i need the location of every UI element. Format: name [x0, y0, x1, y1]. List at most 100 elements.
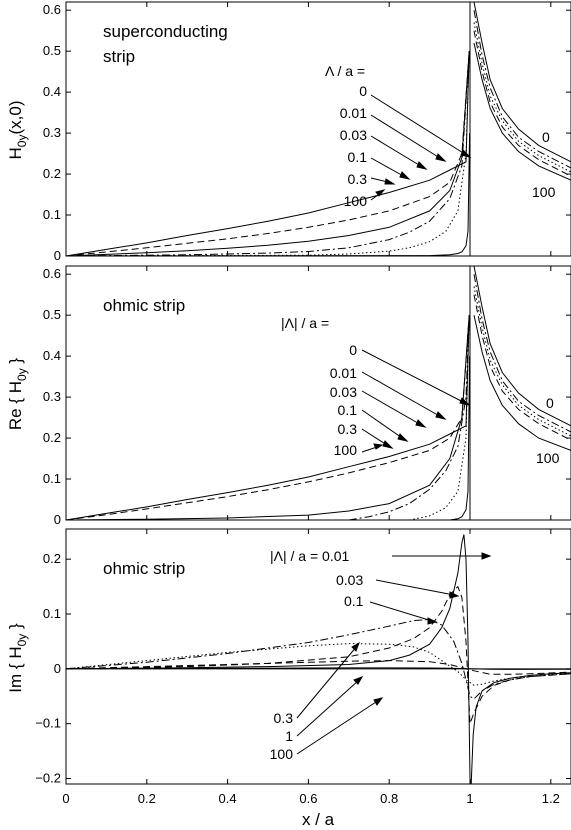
y-tick-label: −0.1: [35, 716, 61, 731]
y-tick-label: 0.1: [43, 207, 61, 222]
y-tick-label: 0.3: [43, 389, 61, 404]
plot-frame: [65, 1, 571, 257]
y-tick-label: 0.6: [43, 266, 61, 281]
annotation: ohmic strip: [103, 296, 185, 315]
y-ticks: 0 0.1 0.2 0.3 0.4 0.5 0.6: [43, 2, 571, 263]
series-line: [449, 356, 471, 520]
legend-label: 0.1: [338, 402, 358, 418]
legend-label: 0.1: [344, 593, 364, 609]
y-tick-label: 0.4: [43, 84, 61, 99]
series-line: [473, 2, 571, 163]
legend-label: 0.01: [340, 105, 367, 121]
series-line: [66, 667, 571, 670]
series-line: [66, 51, 470, 256]
y-tick-label: 0: [54, 661, 61, 676]
series-line: [66, 315, 470, 520]
y-tick-label: 0.2: [43, 430, 61, 445]
x-axis-label: x / a: [302, 810, 335, 829]
legend-label: 0: [359, 83, 367, 99]
curve-label-right: 100: [536, 450, 560, 466]
series-line: [66, 660, 571, 675]
legend-arrows: [370, 94, 472, 201]
plot-frame: [65, 265, 571, 521]
series-line: [473, 42, 571, 181]
series-line: [409, 315, 470, 520]
series-line: [473, 274, 571, 433]
series-line: [66, 643, 571, 686]
legend-label: 0.3: [274, 710, 294, 726]
series-line: [66, 51, 470, 256]
legend-arrows: [361, 349, 471, 453]
legend-arrows: [296, 552, 492, 755]
x-tick-label: 0.6: [299, 791, 317, 806]
curve-label-right: 0: [542, 129, 550, 145]
legend-label: 100: [334, 442, 358, 458]
series-line: [66, 585, 571, 724]
series-line: [66, 51, 470, 256]
series-line: [66, 51, 470, 256]
series-line: [473, 30, 571, 177]
annotation: ohmic strip: [103, 559, 185, 578]
y-tick-label: 0.1: [43, 471, 61, 486]
legend-header: Λ / a =: [325, 63, 365, 79]
x-tick-label: 1.2: [542, 791, 560, 806]
y-tick-label: 0.1: [43, 606, 61, 621]
y-tick-label: −0.2: [35, 771, 61, 786]
y-tick-label: 0.2: [43, 551, 61, 566]
legend-label: 0.03: [340, 127, 367, 143]
x-tick-label: 1: [466, 791, 473, 806]
series-line: [66, 534, 571, 784]
curve-label-right: 0: [546, 395, 554, 411]
series-line: [348, 315, 470, 520]
legend-label: 0.3: [348, 171, 368, 187]
y-tick-label: 0.2: [43, 166, 61, 181]
y-axis-label: Im { H0y }: [6, 623, 29, 693]
y-tick-label: 0.5: [43, 307, 61, 322]
legend-header: |Λ| / a = 0.01: [270, 548, 349, 564]
y-tick-label: 0: [54, 248, 61, 263]
x-axis-ticks: 0 0.2 0.4 0.6 0.8 1 1.2: [62, 791, 559, 806]
panel-ohmic-imag: −0.2 −0.1 0 0.1 0.2 Im { H0y } ohmic strip |…: [6, 528, 571, 786]
annotation-line-1: superconducting: [103, 22, 228, 41]
y-tick-label: 0: [54, 512, 61, 527]
y-axis-label: Re { H0y }: [6, 358, 29, 431]
series-line: [66, 315, 470, 520]
series-line: [473, 266, 571, 427]
y-tick-label: 0.6: [43, 2, 61, 17]
series-line: [473, 294, 571, 441]
legend-label: 100: [270, 746, 294, 762]
legend-label: 0.01: [330, 365, 357, 381]
legend-header: |Λ| / a =: [281, 315, 329, 331]
x-tick-label: 0: [62, 791, 69, 806]
series-line: [66, 51, 470, 256]
legend-label: 0.1: [348, 149, 368, 165]
series-line: [66, 315, 470, 520]
y-tick-label: 0.3: [43, 125, 61, 140]
series-line: [473, 10, 571, 169]
curves: [66, 2, 571, 256]
legend-label: 1: [285, 728, 293, 744]
legend-label: 0.3: [338, 421, 358, 437]
y-axis-label: H0y(x,0): [6, 101, 29, 160]
legend-label: 0.03: [330, 384, 357, 400]
y-ticks: −0.2 −0.1 0 0.1 0.2: [35, 529, 571, 786]
x-tick-label: 0.8: [380, 791, 398, 806]
panel-superconducting: 0 0.1 0.2 0.3 0.4 0.5 0.6 H0y(x,0) superconduc…: [6, 1, 571, 263]
x-tick-label: 0.2: [138, 791, 156, 806]
curves: [66, 266, 571, 520]
x-tick-label: 0.4: [219, 791, 237, 806]
y-tick-label: 0.4: [43, 348, 61, 363]
legend-label: 0: [349, 342, 357, 358]
series-line: [473, 315, 571, 451]
legend-label: 0.03: [336, 572, 363, 588]
series-line: [66, 133, 471, 256]
curves: [66, 534, 571, 784]
annotation-line-2: strip: [103, 47, 135, 66]
curve-label-right: 100: [532, 184, 556, 200]
legend-label: 100: [344, 193, 368, 209]
panel-ohmic-real: 0 0.1 0.2 0.3 0.4 0.5 0.6 Re { H0y } ohmic str…: [6, 265, 571, 527]
series-line: [66, 618, 571, 700]
y-tick-label: 0.5: [43, 43, 61, 58]
plot-frame: [65, 528, 571, 785]
